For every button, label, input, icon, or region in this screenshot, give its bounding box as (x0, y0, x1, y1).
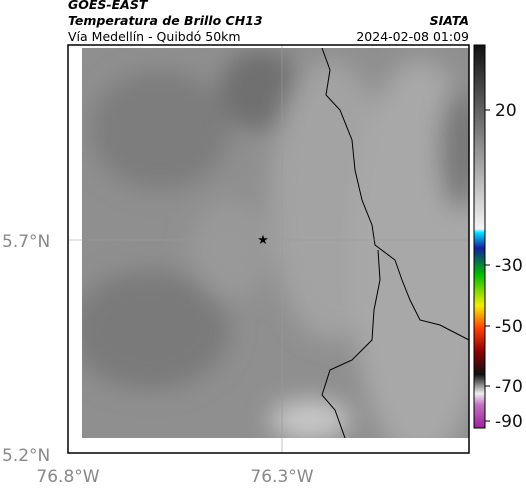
title: GOES-EAST (68, 0, 149, 12)
lat-label: 5.7°N (2, 232, 50, 252)
route: Vía Medellín - Quibdó 50km (68, 29, 241, 44)
timestamp: 2024-02-08 01:09 (356, 29, 469, 44)
colorbar-label: -50 (495, 317, 523, 337)
colorbar-label: -90 (495, 412, 523, 432)
colorbar-label: 20 (495, 101, 517, 121)
colorbar-label: -30 (495, 256, 523, 276)
map-frame (67, 44, 470, 454)
colorbar (473, 44, 486, 429)
location-star: ★ (257, 233, 269, 248)
lon-label: 76.8°W (36, 467, 99, 487)
colorbar-label: -70 (495, 377, 523, 397)
lat-label: 5.2°N (2, 446, 50, 466)
lon-label: 76.3°W (250, 467, 313, 487)
colorbar-ticks: 20 -30 -50 -70 -90 (485, 101, 523, 432)
satellite-image (82, 48, 469, 438)
subtitle: Temperatura de Brillo CH13 (68, 13, 263, 28)
source: SIATA (430, 13, 469, 28)
